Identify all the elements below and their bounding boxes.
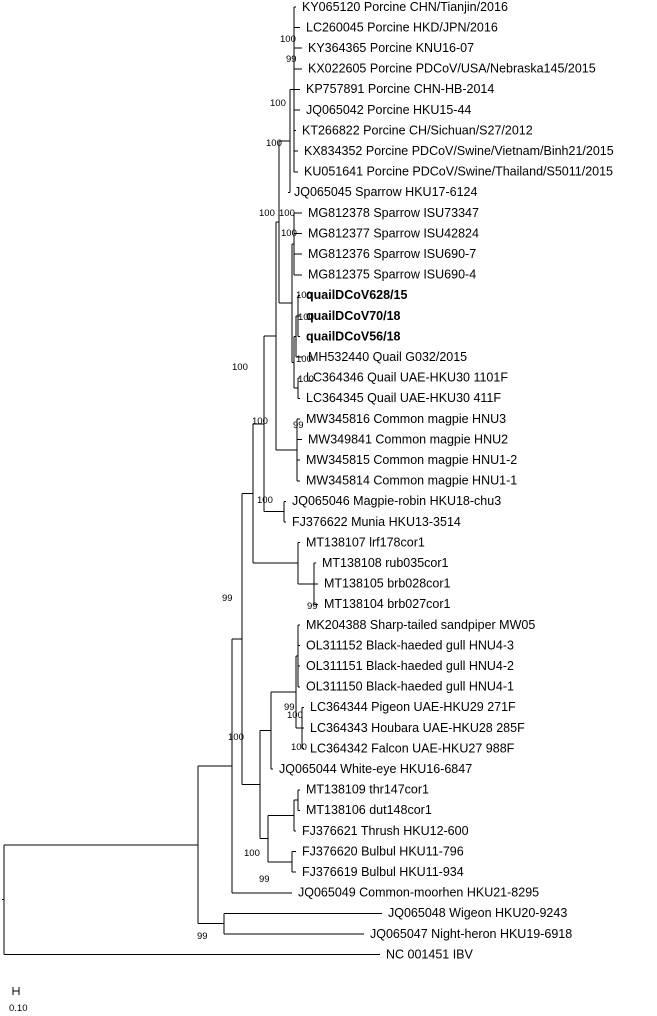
- leaf-label: MW345814 Common magpie HNU1-1: [306, 474, 517, 488]
- bootstrap-value: 99: [284, 702, 295, 713]
- bootstrap-value: 100: [280, 34, 296, 45]
- bootstrap-value: 100: [259, 208, 275, 219]
- leaf-label: MH532440 Quail G032/2015: [308, 350, 467, 364]
- leaf-label: LC364344 Pigeon UAE-HKU29 271F: [310, 700, 516, 714]
- leaf-label: LC364345 Quail UAE-HKU30 411F: [306, 391, 501, 405]
- leaf-label: MT138107 lrf178cor1: [306, 535, 425, 549]
- bootstrap-value: 100: [257, 495, 273, 506]
- leaf-label: MT138105 brb028cor1: [324, 577, 451, 591]
- bootstrap-value: 100: [244, 848, 260, 859]
- tree-branches: [2, 6, 382, 956]
- bootstrap-value: 99: [197, 931, 208, 942]
- leaf-label: quailDCoV628/15: [306, 288, 407, 302]
- bootstrap-value: 99: [259, 874, 270, 885]
- bootstrap-value: 100: [232, 362, 248, 373]
- leaf-label: MG812376 Sparrow ISU690-7: [308, 247, 476, 261]
- leaf-label: MW345815 Common magpie HNU1-2: [306, 453, 517, 467]
- leaf-label: LC364346 Quail UAE-HKU30 1101F: [306, 371, 508, 385]
- bootstrap-value: 100: [252, 416, 268, 427]
- leaf-label: MT138104 brb027cor1: [324, 597, 451, 611]
- leaf-label: FJ376619 Bulbul HKU11-934: [302, 865, 464, 879]
- leaf-label: JQ065047 Night-heron HKU19-6918: [370, 927, 572, 941]
- leaf-label: OL311150 Black-haeded gull HNU4-1: [306, 680, 514, 694]
- bootstrap-value: 100: [266, 138, 282, 149]
- leaf-label: FJ376622 Munia HKU13-3514: [292, 515, 461, 529]
- leaf-label: JQ065046 Magpie-robin HKU18-chu3: [292, 494, 501, 508]
- leaf-label: MG812375 Sparrow ISU690-4: [308, 268, 476, 282]
- leaf-label: KY065120 Porcine CHN/Tianjin/2016: [302, 0, 508, 14]
- leaf-label: quailDCoV56/18: [306, 329, 401, 343]
- leaf-label: KX834352 Porcine PDCoV/Swine/Vietnam/Bin…: [304, 144, 614, 158]
- leaf-label: JQ065042 Porcine HKU15-44: [306, 103, 471, 117]
- bootstrap-value: 99: [307, 601, 318, 612]
- leaf-label: JQ065045 Sparrow HKU17-6124: [294, 185, 477, 199]
- leaf-label: MT138106 dut148cor1: [306, 803, 432, 817]
- leaf-label: MT138109 thr147cor1: [306, 783, 429, 797]
- leaf-label: LC260045 Porcine HKD/JPN/2016: [306, 20, 498, 34]
- bootstrap-value: 100: [228, 732, 244, 743]
- bootstrap-value: 100: [296, 354, 312, 365]
- leaf-labels: KY065120 Porcine CHN/Tianjin/2016 LC26004…: [279, 0, 614, 961]
- scale-bar-label: 0.10: [9, 1003, 28, 1014]
- leaf-label: OL311152 Black-haeded gull HNU4-3: [306, 638, 514, 652]
- leaf-label: MT138108 rub035cor1: [322, 556, 449, 570]
- bootstrap-value: 100: [281, 228, 297, 239]
- leaf-label: MW345816 Common magpie HNU3: [306, 412, 506, 426]
- leaf-label: JQ065049 Common-moorhen HKU21-8295: [298, 886, 539, 900]
- leaf-label: JQ065044 White-eye HKU16-6847: [279, 762, 472, 776]
- leaf-label: OL311151 Black-haeded gull HNU4-2: [306, 659, 514, 673]
- bootstrap-value: 100: [279, 208, 295, 219]
- leaf-label: MG812378 Sparrow ISU73347: [308, 206, 479, 220]
- bootstrap-value: 100: [296, 290, 312, 301]
- scale-bar: [12, 987, 20, 995]
- leaf-label: MW349841 Common magpie HNU2: [308, 432, 508, 446]
- bootstrap-value: 100: [287, 710, 303, 721]
- leaf-label: quailDCoV70/18: [306, 309, 401, 323]
- leaf-label: KT266822 Porcine CH/Sichuan/S27/2012: [302, 123, 533, 137]
- leaf-label: LC364342 Falcon UAE-HKU27 988F: [310, 741, 515, 755]
- leaf-label: KX022605 Porcine PDCoV/USA/Nebraska145/2…: [308, 62, 596, 76]
- leaf-label: FJ376620 Bulbul HKU11-796: [302, 844, 464, 858]
- leaf-label: NC 001451 IBV: [386, 947, 474, 961]
- bootstrap-value: 100: [298, 312, 314, 323]
- leaf-label: KY364365 Porcine KNU16-07: [308, 41, 474, 55]
- bootstrap-value: 100: [270, 98, 286, 109]
- bootstrap-value: 99: [293, 420, 304, 431]
- leaf-label: KP757891 Porcine CHN-HB-2014: [306, 82, 494, 96]
- leaf-label: FJ376621 Thrush HKU12-600: [302, 824, 469, 838]
- leaf-label: KU051641 Porcine PDCoV/Swine/Thailand/S5…: [304, 165, 613, 179]
- leaf-label: MG812377 Sparrow ISU42824: [308, 226, 479, 240]
- bootstrap-value: 99: [286, 54, 297, 65]
- bootstrap-value: 100: [298, 374, 314, 385]
- bootstrap-value: 99: [222, 593, 233, 604]
- leaf-label: MK204388 Sharp-tailed sandpiper MW05: [306, 618, 535, 632]
- leaf-label: JQ065048 Wigeon HKU20-9243: [388, 906, 567, 920]
- bootstrap-value: 100: [291, 742, 307, 753]
- leaf-label: LC364343 Houbara UAE-HKU28 285F: [310, 721, 525, 735]
